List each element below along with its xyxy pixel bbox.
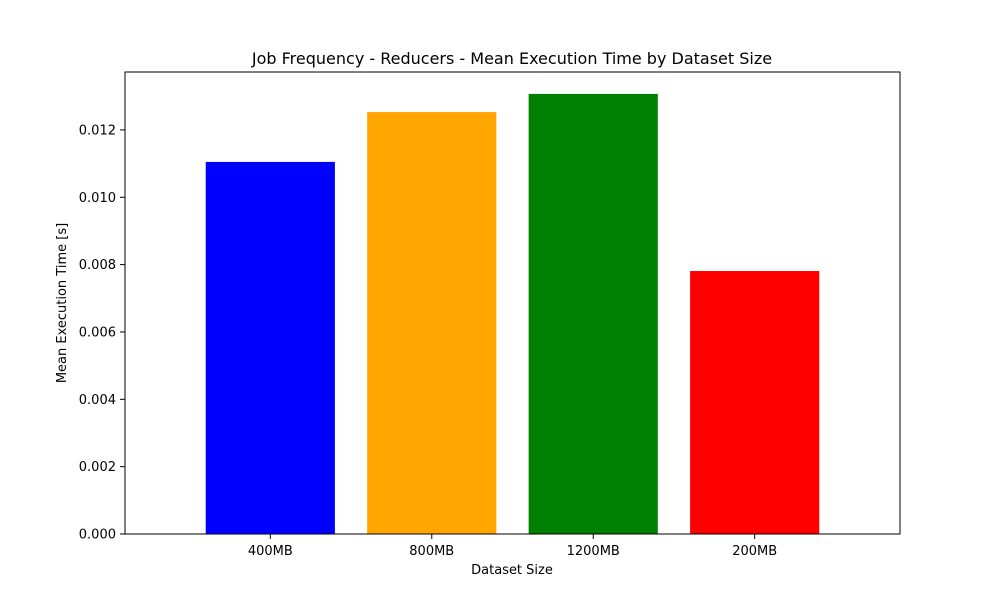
x-axis-label: Dataset Size (471, 563, 553, 578)
x-tick-label: 1200MB (567, 544, 620, 559)
y-tick-label: 0.002 (79, 460, 116, 475)
x-tick-label: 800MB (409, 544, 454, 559)
y-tick-label: 0.010 (79, 191, 116, 206)
bar-1200mb (528, 93, 658, 534)
chart-title: Job Frequency - Reducers - Mean Executio… (251, 49, 772, 68)
bar-200mb (690, 271, 820, 534)
y-tick-label: 0.004 (79, 393, 116, 408)
y-tick-label: 0.000 (79, 528, 116, 543)
y-tick-label: 0.008 (79, 258, 116, 273)
x-axis: 400MB 800MB 1200MB 200MB (248, 534, 777, 559)
y-tick-label: 0.012 (79, 123, 116, 138)
bars-group (205, 93, 820, 535)
bar-800mb (367, 112, 497, 535)
y-tick-label: 0.006 (79, 325, 116, 340)
y-axis-label: Mean Execution Time [s] (55, 223, 70, 383)
x-tick-label: 200MB (732, 544, 777, 559)
y-axis: 0.000 0.002 0.004 0.006 0.008 0.010 0.012 (79, 123, 125, 543)
x-tick-label: 400MB (248, 544, 293, 559)
bar-400mb (205, 161, 335, 535)
plot-frame (124, 71, 901, 535)
